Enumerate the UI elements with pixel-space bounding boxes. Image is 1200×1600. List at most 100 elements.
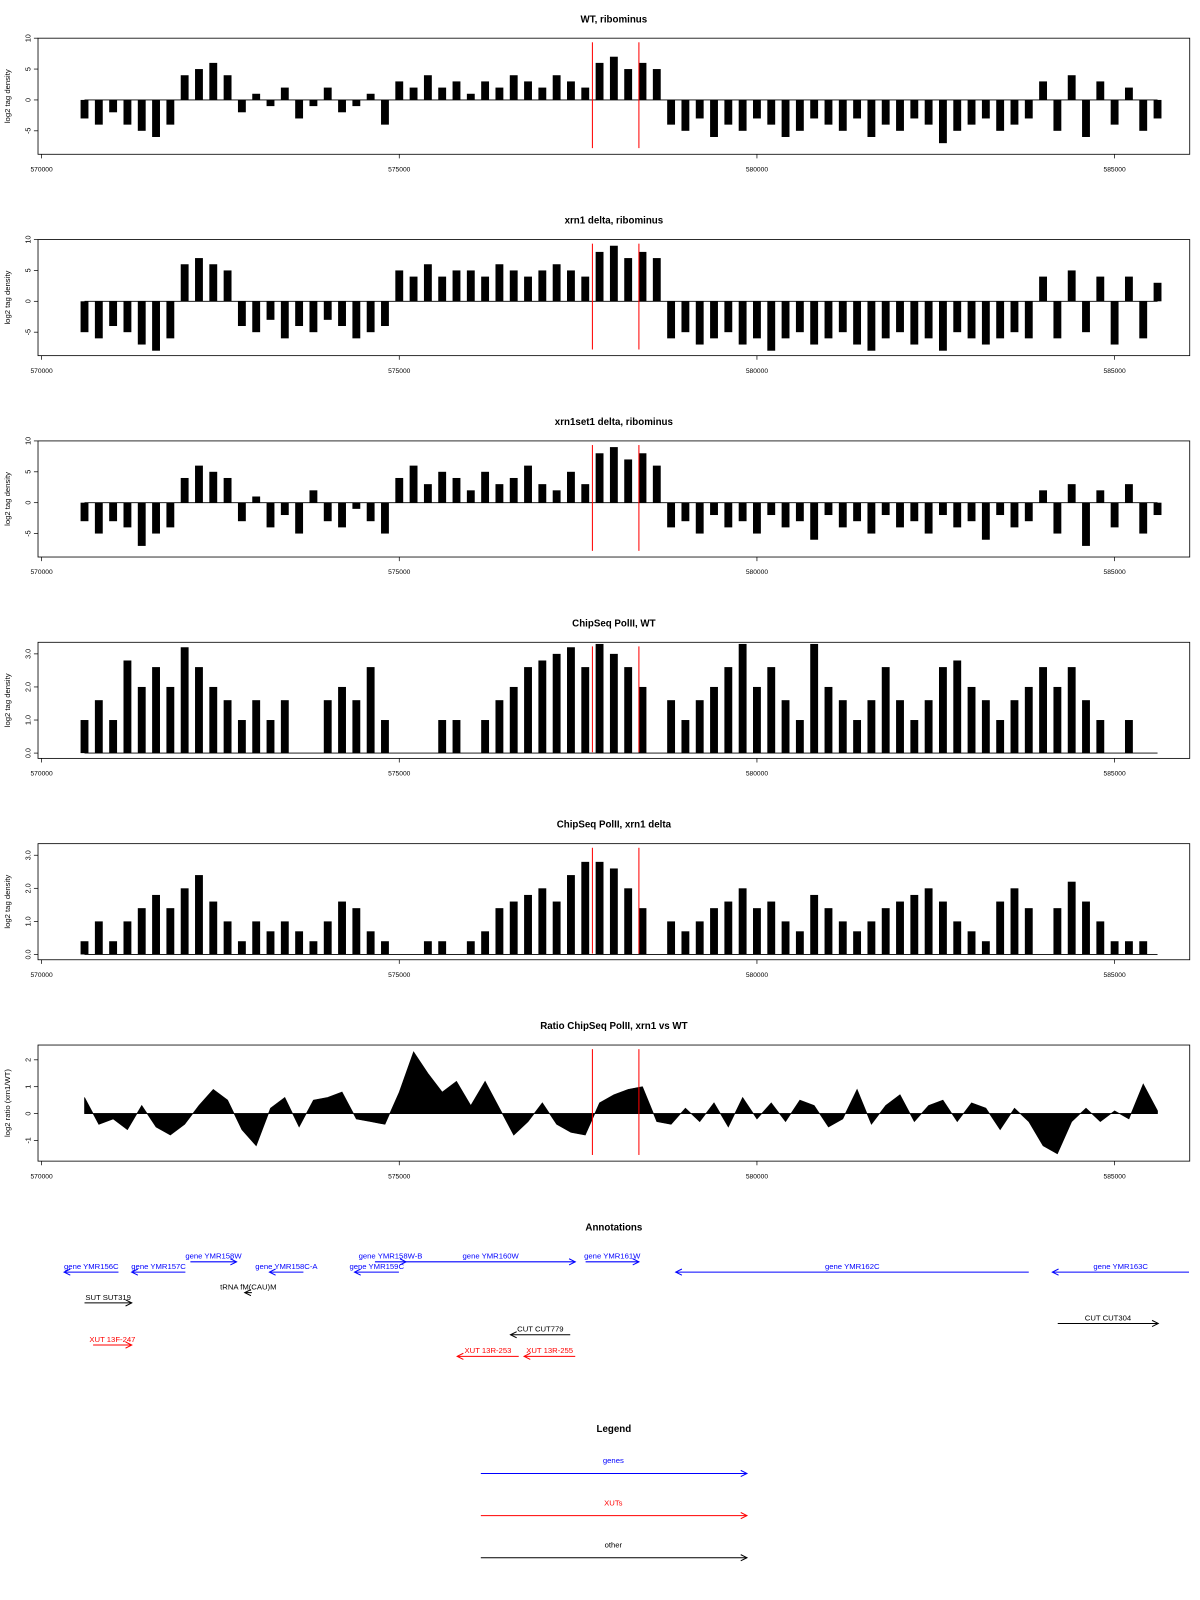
feature-label: gene YMR163C [1093,1262,1148,1271]
density-bar [781,700,790,754]
y-axis-label: log2 ratio (xrn1/WT) [3,1069,12,1137]
density-bar [266,99,275,107]
density-bar [80,502,89,522]
density-bar [452,270,461,302]
density-bar [724,502,733,528]
density-bar [810,643,819,754]
density-bar [295,301,304,327]
density-bar [695,700,704,754]
y-tick-label: 5 [24,470,33,474]
density-bar [381,502,389,534]
density-bar [495,87,504,100]
x-tick-label: 570000 [30,368,53,375]
y-tick-label: 0.0 [24,748,33,758]
density-bar [180,75,189,100]
density-bar [938,99,947,144]
density-bar [609,245,618,302]
feature-label: gene YMR158W-B [359,1252,423,1261]
density-bar [366,93,375,100]
density-bar [137,99,146,131]
density-bar [767,901,776,955]
density-bar [1082,99,1090,137]
y-tick-label: 1.0 [24,916,33,926]
feature-arrow-head [674,1268,683,1276]
panel-title: ChipSeq PolII, xrn1 delta [557,820,672,831]
density-bar [323,700,332,754]
y-tick-label: 1.0 [24,715,33,725]
density-bar [223,270,232,302]
density-bar [824,502,833,516]
density-bar [710,908,718,955]
density-bar [667,700,676,754]
density-bar [981,502,990,540]
density-bar [567,471,575,503]
x-tick-label: 585000 [1104,771,1127,778]
density-bar [137,908,146,955]
density-bar [423,484,432,503]
density-bar [1082,700,1090,754]
density-bar [195,258,203,302]
density-bar [94,502,103,534]
density-bar [495,700,504,754]
density-bar [338,901,346,955]
density-bar [237,941,246,955]
density-bar [538,484,547,503]
feature-label: gene YMR158C-A [255,1262,318,1271]
density-bar [853,720,862,754]
density-bar [223,75,232,100]
density-bar [910,720,919,754]
panel-title: xrn1set1 delta, ribominus [555,417,674,428]
y-tick-label: 1 [24,1085,33,1089]
density-bar [1024,502,1033,522]
density-bar [738,502,747,522]
density-bar [724,99,733,125]
density-bar [1096,276,1105,302]
density-bar [223,477,232,503]
y-tick-label: 10 [24,34,33,42]
density-bar [795,99,804,131]
feature-arrow-head [1051,1268,1059,1276]
feature-label: gene YMR160W [463,1252,520,1261]
density-bar [438,87,447,100]
density-bar [1082,301,1090,333]
density-bar [767,502,776,516]
density-bar [223,921,232,955]
density-bar [309,99,318,107]
density-bar [667,301,676,339]
x-tick-label: 580000 [746,771,769,778]
y-axis-label: log2 tag density [3,673,12,727]
density-bar [309,301,318,333]
density-bar [280,301,289,339]
density-bar [667,502,676,528]
x-tick-label: 580000 [746,1173,769,1180]
plot-frame [37,239,1191,357]
y-tick-label: 0 [24,1112,33,1116]
density-bar [795,720,804,754]
density-bar [753,502,761,534]
density-bar [1024,301,1033,339]
density-bar [567,270,575,302]
density-bar [795,502,804,522]
density-bar [481,471,490,503]
density-bar [1110,941,1119,955]
density-bar [967,99,976,125]
y-tick-label: -1 [24,1137,33,1143]
density-bar [810,99,819,119]
density-bar [938,502,947,516]
density-bar [137,301,146,345]
density-bar [352,301,361,339]
feature-label: XUT 13R-253 [465,1346,512,1355]
density-bar [123,99,132,125]
feature-arrow-head [456,1352,464,1360]
density-bar [667,99,676,125]
density-bar [252,301,261,333]
density-bar [1010,301,1019,333]
density-bar [452,720,461,754]
y-axis-label: log2 tag density [3,472,12,526]
plot-frame [37,641,1191,759]
density-bar [1067,75,1076,100]
density-bar [867,502,876,534]
density-bar [795,931,804,955]
track-panel: xrn1 delta, ribominus log2 tag density -5 0… [3,216,1191,375]
density-bar [724,901,733,955]
